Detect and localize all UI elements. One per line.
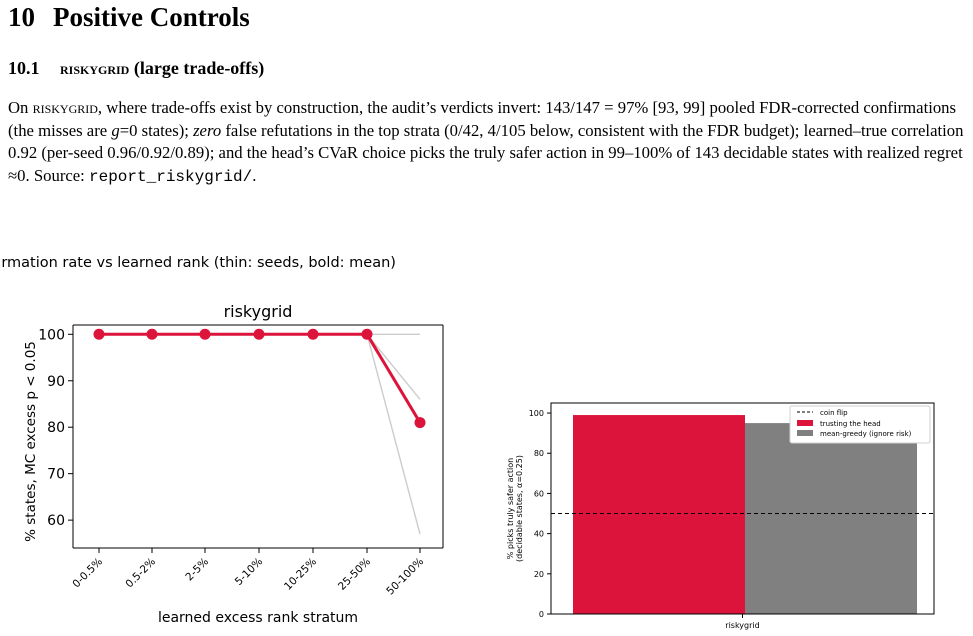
seed-line-3: [99, 333, 421, 535]
x-tick-label: 10-25%: [282, 556, 319, 593]
y-tick-label: 100: [38, 327, 65, 343]
bar-trusting-head: [573, 415, 745, 614]
legend-swatch-mean-greedy: [797, 430, 813, 436]
y-tick-label: 60: [534, 489, 544, 498]
y-tick-label: 0: [539, 610, 544, 619]
y-axis-label-line1: % picks truly safer action: [506, 458, 515, 559]
legend-coin-flip-label: coin flip: [820, 409, 848, 417]
x-tick-label: 2-5%: [183, 556, 211, 584]
subsection-env-name: riskygrid: [60, 59, 130, 78]
mean-point-50-100%: [414, 417, 426, 429]
y-tick-label: 90: [47, 374, 65, 390]
mean-point-5-10%: [253, 328, 265, 340]
y-tick-label: 80: [47, 420, 65, 436]
mean-point-10-25%: [307, 328, 319, 340]
x-tick-label: 0-0.5%: [70, 556, 105, 591]
x-tick-label: 25-50%: [336, 556, 373, 593]
mean-point-0-0.5%: [93, 328, 105, 340]
y-tick-label: 60: [47, 513, 65, 529]
legend-label-trusting-head: trusting the head: [820, 420, 881, 428]
bar-mean-greedy: [745, 423, 917, 614]
source-path: report_riskygrid/: [89, 167, 253, 186]
y-tick-label: 80: [534, 449, 544, 458]
paragraph-text: false refutations in the top strata (0/4…: [8, 120, 964, 185]
x-axis-label: learned excess rank stratum: [158, 610, 358, 626]
subsection-number: 10.1: [8, 58, 40, 78]
paragraph-emphasis: zero: [193, 120, 222, 140]
mean-point-0.5-2%: [146, 328, 158, 340]
subsection-title-rest: (large trade-offs): [129, 58, 265, 78]
paragraph-math-g: g: [111, 120, 120, 140]
legend-label-mean-greedy: mean-greedy (ignore risk): [820, 430, 912, 438]
y-axis-label-line2: (decidable states, α=0.25): [515, 455, 524, 562]
mean-point-25-50%: [361, 328, 373, 340]
paragraph-text: .: [252, 165, 257, 185]
y-axis-label: % states, MC excess p < 0.05: [23, 341, 39, 542]
mean-line: [99, 332, 422, 424]
x-tick-label: 50-100%: [384, 556, 426, 598]
y-tick-label: 40: [534, 530, 544, 539]
paragraph-env-name: riskygrid: [32, 98, 98, 117]
bar-chart-safer-action: 0 20 40 60 80 100 riskygrid % picks truly safer…: [506, 402, 935, 630]
x-tick-label: 5-10%: [233, 556, 265, 588]
legend: coin flip trusting the head mean-greedy (i…: [789, 405, 931, 444]
legend-swatch-trusting-head: [797, 420, 813, 426]
paragraph-text: , where trade-offs exist by construction…: [8, 98, 957, 140]
section-number: 10: [8, 2, 35, 32]
chart-title: riskygrid: [224, 302, 293, 321]
y-tick-label: 20: [534, 570, 544, 579]
x-tick-label: riskygrid: [725, 621, 759, 630]
section-heading: 10 Positive Controls: [8, 2, 250, 33]
paragraph-text: =0 states);: [119, 120, 194, 140]
figure-caption: Confirmation rate vs learned rank (thin:…: [0, 255, 396, 271]
line-chart-riskygrid: riskygrid 60 70 80 90 100 0-0.5% 0.5-2% 2-5% 5-10…: [23, 302, 444, 626]
x-tick-label: 0.5-2%: [123, 556, 158, 591]
y-tick-label: 70: [47, 467, 65, 483]
legend-box: [789, 405, 931, 444]
y-tick-label: 100: [529, 409, 544, 418]
body-paragraph: On riskygrid, where trade-offs exist by …: [8, 97, 970, 188]
section-title: Positive Controls: [53, 2, 250, 32]
paragraph-text: On: [8, 98, 33, 117]
mean-point-2-5%: [199, 328, 211, 340]
subsection-heading: 10.1 riskygrid (large trade-offs): [8, 58, 264, 79]
